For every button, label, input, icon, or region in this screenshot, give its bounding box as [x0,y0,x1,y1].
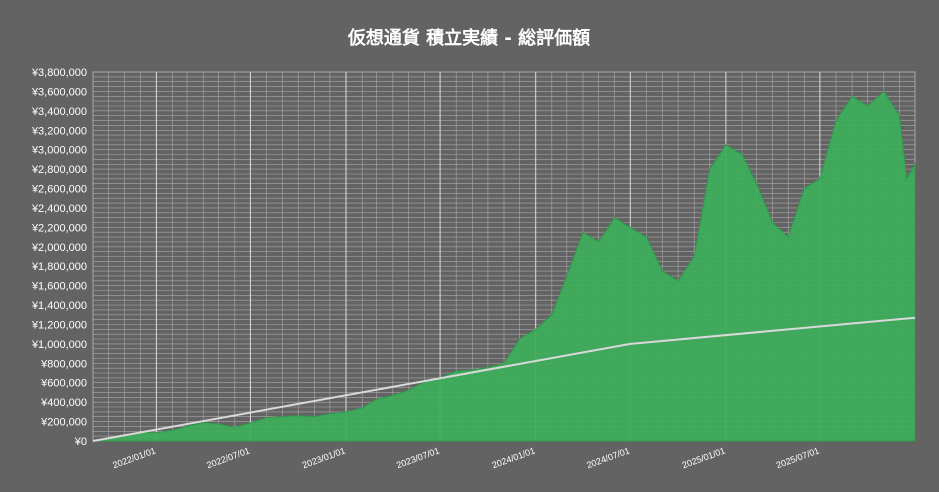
x-tick-label: 2024/01/01 [491,445,537,470]
y-tick-label: ¥1,200,000 [31,320,87,332]
y-tick-label: ¥2,800,000 [31,164,87,176]
y-tick-label: ¥2,600,000 [31,184,87,196]
valuation-area [92,90,916,442]
x-tick-label: 2023/07/01 [395,445,441,470]
x-axis-labels: 2022/01/01 2022/07/01 2023/01/01 2023/07/01… [111,445,820,470]
y-tick-label: ¥2,400,000 [31,203,87,215]
y-tick-label: ¥200,000 [40,417,87,429]
x-tick-label: 2024/07/01 [585,445,631,470]
x-tick-label: 2022/01/01 [111,445,157,470]
chart-title: 仮想通貨 積立実績 - 総評価額 [347,27,590,49]
y-tick-label: ¥3,600,000 [31,86,87,98]
y-tick-label: ¥3,400,000 [31,106,87,118]
y-tick-label: ¥3,800,000 [31,67,87,79]
y-tick-label: ¥0 [74,436,87,448]
y-tick-label: ¥3,200,000 [31,125,87,137]
y-tick-label: ¥1,400,000 [31,300,87,312]
x-tick-label: 2025/07/01 [775,445,821,470]
y-tick-label: ¥1,600,000 [31,281,87,293]
x-tick-label: 2025/01/01 [681,445,727,470]
y-tick-label: ¥800,000 [40,358,87,370]
y-axis-labels: ¥0 ¥200,000 ¥400,000 ¥600,000 ¥800,000 ¥1,000… [31,67,87,448]
y-tick-label: ¥600,000 [40,378,87,390]
x-tick-label: 2022/07/01 [205,445,251,470]
y-tick-label: ¥3,000,000 [31,145,87,157]
y-tick-label: ¥2,000,000 [31,242,87,254]
y-tick-label: ¥1,800,000 [31,261,87,273]
y-tick-label: ¥400,000 [40,397,87,409]
y-tick-label: ¥1,000,000 [31,339,87,351]
y-tick-label: ¥2,200,000 [31,222,87,234]
series-layer [92,90,916,442]
x-tick-label: 2023/01/01 [301,445,347,470]
investment-line [92,316,916,442]
